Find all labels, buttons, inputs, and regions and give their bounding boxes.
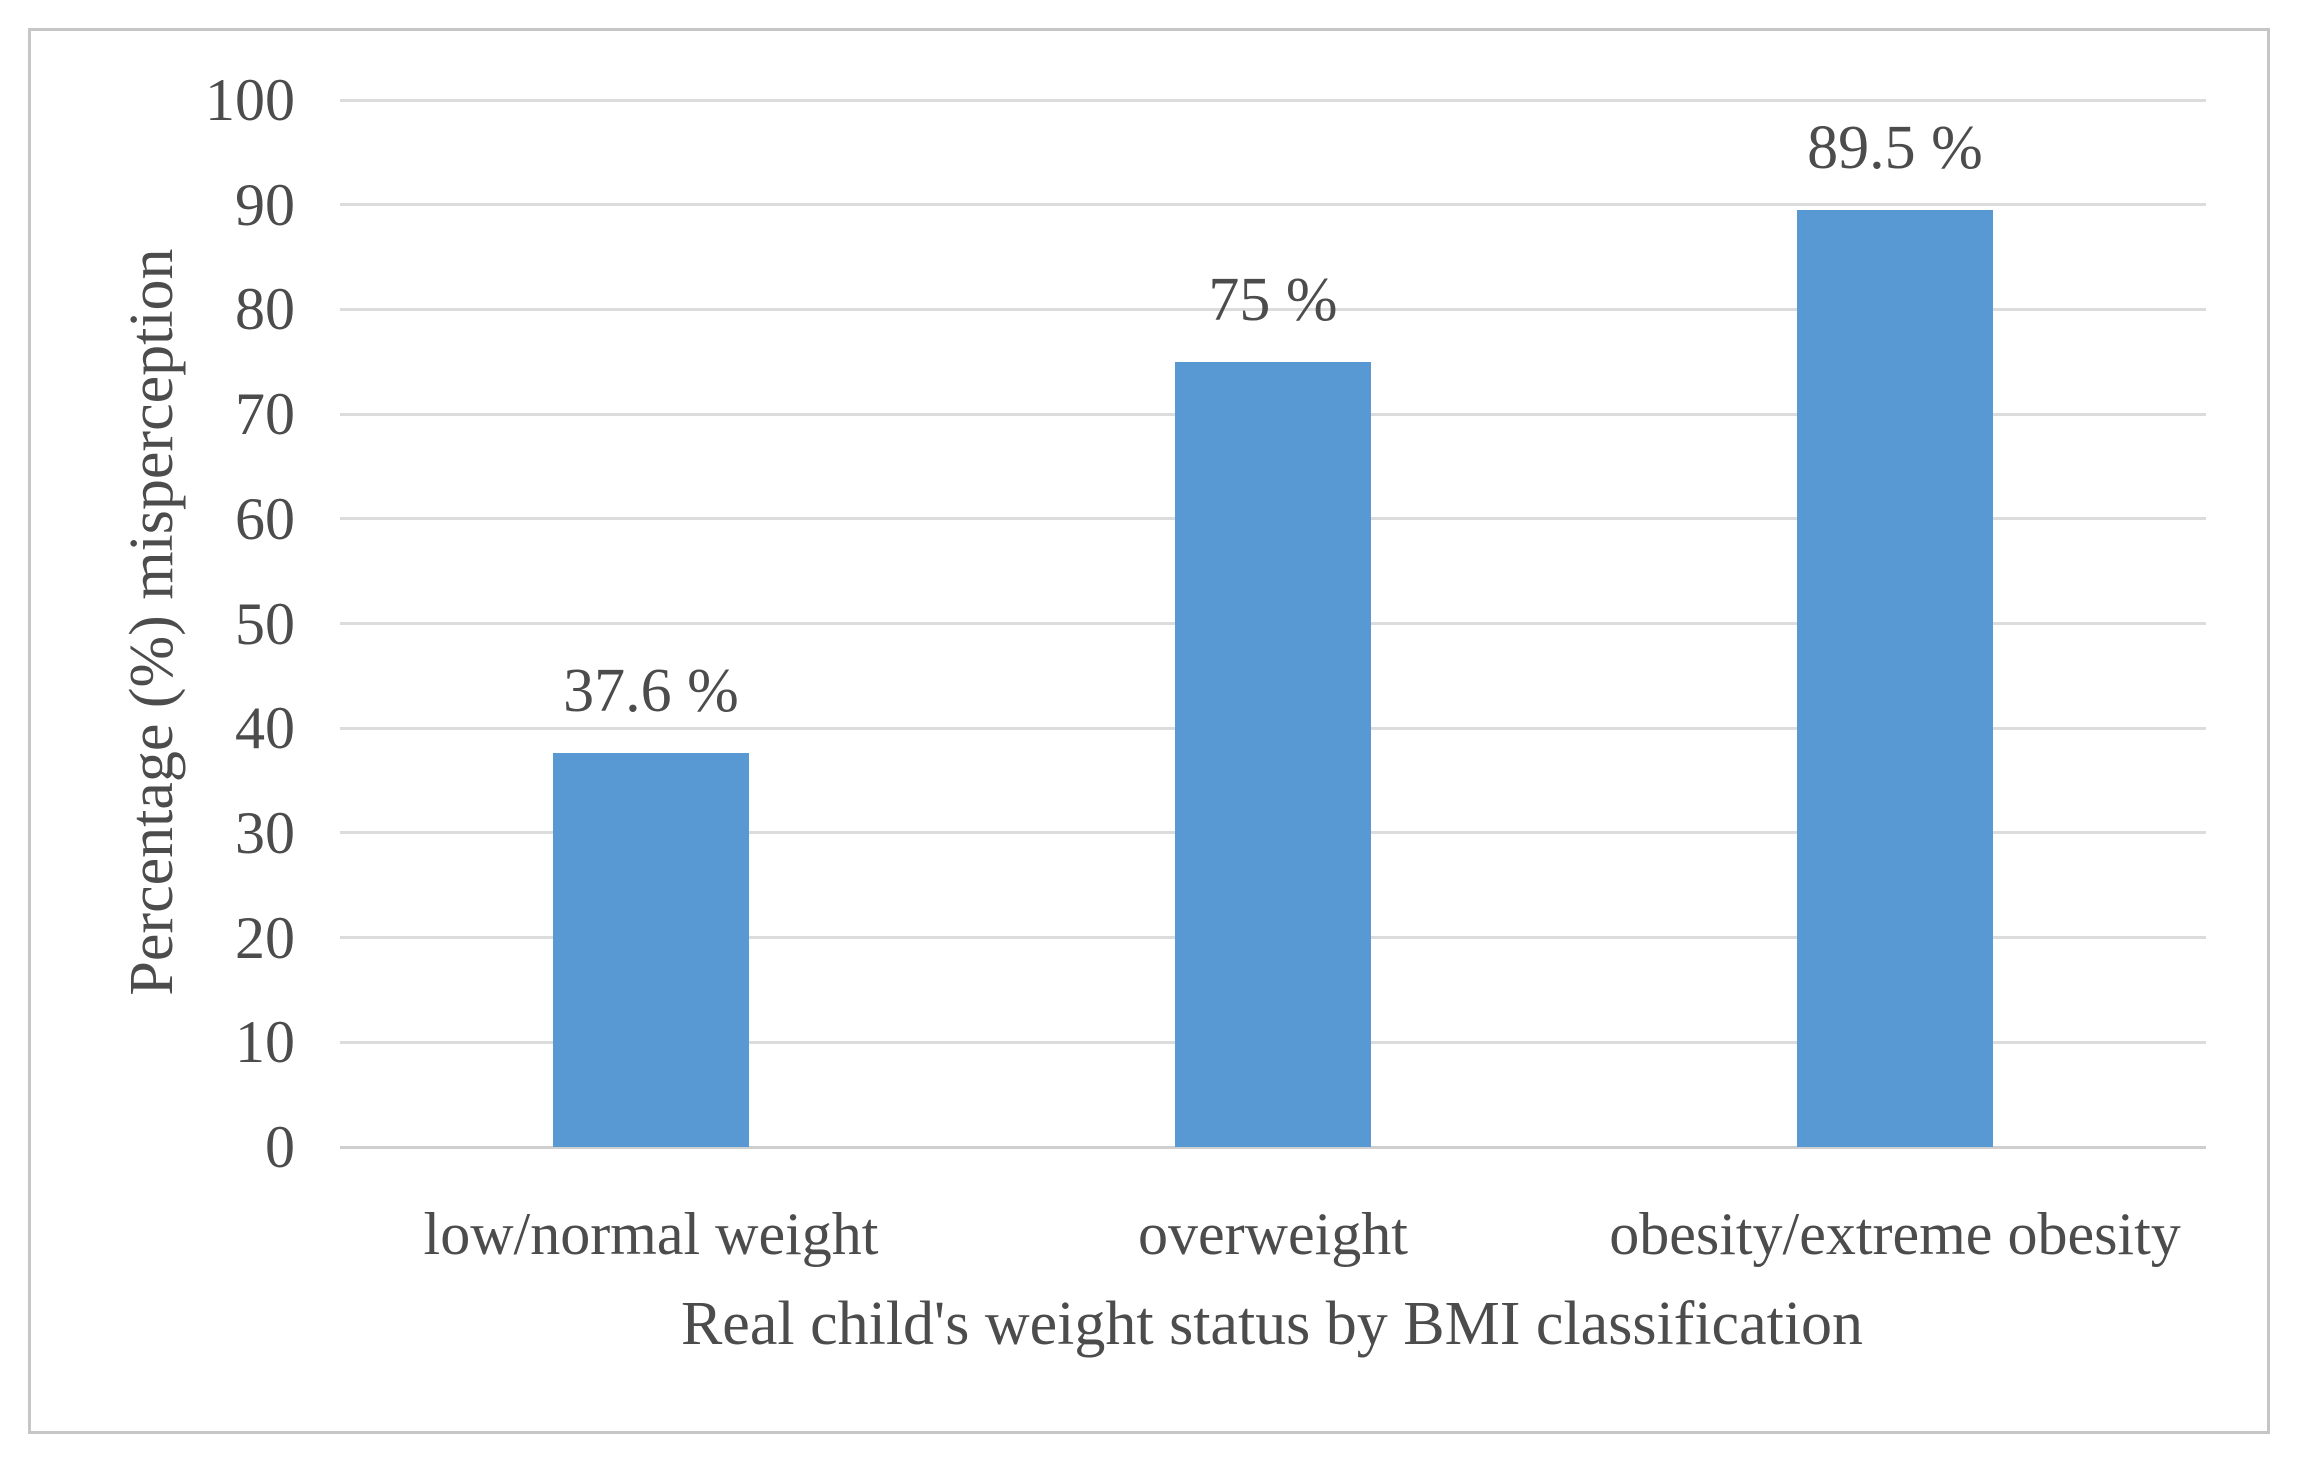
y-axis-tick-label: 100 <box>205 67 295 133</box>
category-label: overweight <box>1138 1201 1408 1267</box>
bar-obesity-extreme-obesity <box>1797 209 1993 1147</box>
x-axis-line <box>340 1145 2206 1149</box>
gridline <box>340 98 2206 102</box>
bar-low-normal-weight <box>553 753 749 1147</box>
bar-overweight <box>1175 361 1371 1147</box>
y-axis-tick-label: 90 <box>235 171 295 238</box>
category-label: obesity/extreme obesity <box>1609 1201 2181 1267</box>
y-axis-tick-label: 80 <box>235 276 295 343</box>
y-axis-tick-label: 60 <box>235 485 295 552</box>
y-axis-tick-label: 40 <box>235 695 295 762</box>
y-axis-tick-label: 0 <box>265 1114 295 1180</box>
y-axis-tick-label: 50 <box>235 590 295 657</box>
gridline <box>340 307 2206 311</box>
y-axis-tick-label: 70 <box>235 381 295 448</box>
y-axis-tick-label: 30 <box>235 799 295 866</box>
category-label: low/normal weight <box>423 1201 879 1267</box>
x-axis-title: Real child's weight status by BMI classi… <box>680 1290 1864 1358</box>
value-label: 89.5 % <box>1807 113 1983 182</box>
y-axis-tick-label: 20 <box>235 904 295 971</box>
gridline <box>340 203 2206 207</box>
value-label: 37.6 % <box>563 657 739 726</box>
value-label: 75 % <box>1208 265 1338 334</box>
y-axis-tick-label: 10 <box>235 1009 295 1076</box>
